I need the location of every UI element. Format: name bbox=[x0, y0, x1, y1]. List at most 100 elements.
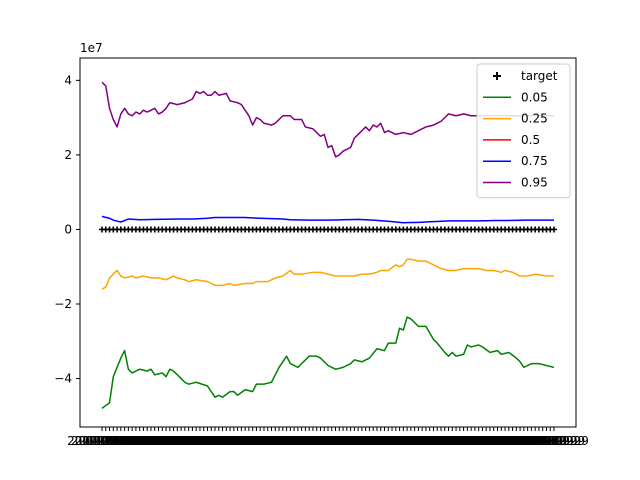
series-line-0-25 bbox=[101, 258, 554, 290]
x-tick-label: 2019-01-29 bbox=[353, 434, 423, 448]
x-tick-label: 2019-01-29 bbox=[282, 434, 352, 448]
x-tick-label: 2019-01-29 bbox=[142, 434, 212, 448]
x-tick-label: 2019-01-29 bbox=[444, 434, 514, 448]
x-tick-label: 2019-01-29 bbox=[357, 434, 427, 448]
x-tick-label: 2019-01-29 bbox=[319, 434, 389, 448]
x-tick-label: 2019-01-29 bbox=[297, 434, 367, 448]
x-tick-label: 2019-01-29 bbox=[255, 434, 325, 448]
x-tick-label: 2019-01-29 bbox=[414, 434, 484, 448]
x-tick-label: 2019-01-29 bbox=[497, 434, 567, 448]
y-axis: −4 −2 0 2 4 bbox=[54, 73, 80, 386]
x-tick-label: 2019-01-29 bbox=[470, 434, 540, 448]
y-tick-label: 2 bbox=[64, 148, 72, 162]
x-tick-label: 2019-01-29 bbox=[376, 434, 446, 448]
x-tick-label: 2019-01-29 bbox=[274, 434, 344, 448]
x-tick-label: 2019-01-29 bbox=[191, 434, 261, 448]
x-tick-label: 2019-01-29 bbox=[391, 434, 461, 448]
x-tick-label: 2019-01-29 bbox=[154, 434, 224, 448]
x-tick-label: 2019-01-29 bbox=[225, 434, 295, 448]
x-tick-label: 2019-01-29 bbox=[195, 434, 265, 448]
x-tick-label: 2019-01-29 bbox=[485, 434, 555, 448]
x-tick-label: 2019-01-29 bbox=[82, 434, 152, 448]
x-tick-label: 2019-01-29 bbox=[289, 434, 359, 448]
x-tick-label: 2019-01-29 bbox=[478, 434, 548, 448]
x-tick-label: 2019-01-29 bbox=[361, 434, 431, 448]
x-tick-label: 2019-01-29 bbox=[466, 434, 536, 448]
x-tick-label: 2019-01-29 bbox=[316, 434, 386, 448]
x-tick-label: 2019-01-29 bbox=[515, 434, 585, 448]
plot-frame bbox=[79, 57, 577, 428]
x-tick-label: 2019-01-29 bbox=[86, 434, 156, 448]
y-tick-label: −4 bbox=[54, 372, 72, 386]
x-tick-label: 2019-01-29 bbox=[131, 434, 201, 448]
x-tick-label: 2019-01-29 bbox=[489, 434, 559, 448]
x-tick-label: 2019-01-29 bbox=[463, 434, 533, 448]
x-tick-label: 2019-01-29 bbox=[169, 434, 239, 448]
x-tick-label: 2019-01-29 bbox=[399, 434, 469, 448]
x-tick-label: 2019-01-29 bbox=[161, 434, 231, 448]
legend: target 0.05 0.25 0.5 0.75 0.95 bbox=[476, 63, 571, 199]
x-tick-label: 2019-01-29 bbox=[135, 434, 205, 448]
legend-swatch-target bbox=[493, 72, 501, 80]
x-tick-label: 2019-01-29 bbox=[116, 434, 186, 448]
x-tick-label: 2019-01-29 bbox=[233, 434, 303, 448]
x-tick-label: 2019-01-29 bbox=[387, 434, 457, 448]
x-tick-label: 2019-01-29 bbox=[71, 434, 141, 448]
x-tick-label: 2019-01-29 bbox=[432, 434, 502, 448]
x-tick-label: 2019-01-29 bbox=[429, 434, 499, 448]
x-tick-label: 2019-01-29 bbox=[440, 434, 510, 448]
series-target-markers bbox=[99, 226, 557, 233]
x-tick-label: 2019-01-29 bbox=[176, 434, 246, 448]
x-tick-label: 2019-01-29 bbox=[188, 434, 258, 448]
x-tick-label: 2019-01-29 bbox=[342, 434, 412, 448]
x-tick-label: 2019-01-29 bbox=[180, 434, 250, 448]
x-tick-label: 2019-01-29 bbox=[139, 434, 209, 448]
x-tick-label: 2019-01-29 bbox=[436, 434, 506, 448]
series-line-0-05 bbox=[101, 316, 555, 409]
x-tick-label: 2019-01-29 bbox=[425, 434, 495, 448]
x-tick-label: 2019-01-29 bbox=[286, 434, 356, 448]
x-tick-label: 2019-01-29 bbox=[67, 434, 137, 448]
x-tick-label: 2019-01-29 bbox=[493, 434, 563, 448]
x-tick-label: 2019-01-29 bbox=[124, 434, 194, 448]
x-tick-label: 2019-01-29 bbox=[150, 434, 220, 448]
x-tick-label: 2019-01-29 bbox=[410, 434, 480, 448]
legend-label: 0.75 bbox=[521, 154, 548, 168]
x-tick-label: 2019-01-29 bbox=[105, 434, 175, 448]
x-tick-label: 2019-01-29 bbox=[304, 434, 374, 448]
x-tick-label: 2019-01-29 bbox=[158, 434, 228, 448]
x-tick-label: 2019-01-29 bbox=[78, 434, 148, 448]
x-tick-label: 2019-01-29 bbox=[519, 434, 589, 448]
x-tick-label: 2019-01-29 bbox=[206, 434, 276, 448]
x-tick-label: 2019-01-29 bbox=[448, 434, 518, 448]
x-tick-label: 2019-01-29 bbox=[184, 434, 254, 448]
x-tick-label: 2019-01-29 bbox=[474, 434, 544, 448]
legend-label: 0.5 bbox=[521, 133, 540, 147]
legend-label: target bbox=[521, 69, 558, 83]
y-tick-label: 0 bbox=[64, 222, 72, 236]
x-tick-label: 2019-01-29 bbox=[508, 434, 578, 448]
x-tick-label: 2019-01-29 bbox=[278, 434, 348, 448]
x-tick-label: 2019-01-29 bbox=[350, 434, 420, 448]
x-tick-label: 2019-01-29 bbox=[331, 434, 401, 448]
x-tick-label: 2019-01-29 bbox=[259, 434, 329, 448]
x-tick-label: 2019-01-29 bbox=[97, 434, 167, 448]
legend-label: 0.95 bbox=[521, 176, 548, 190]
x-tick-label: 2019-01-29 bbox=[109, 434, 179, 448]
x-tick-label: 2019-01-29 bbox=[120, 434, 190, 448]
x-tick-label: 2019-01-29 bbox=[481, 434, 551, 448]
x-tick-label: 2019-01-29 bbox=[146, 434, 216, 448]
x-tick-label: 2019-01-29 bbox=[165, 434, 235, 448]
y-tick-label: 4 bbox=[64, 73, 72, 87]
x-tick-label: 2019-01-29 bbox=[240, 434, 310, 448]
x-tick-label: 2019-01-29 bbox=[335, 434, 405, 448]
x-tick-label: 2019-01-29 bbox=[271, 434, 341, 448]
x-axis: 2019-01-292019-01-292019-01-292019-01-29… bbox=[67, 427, 589, 448]
x-tick-label: 2019-01-29 bbox=[173, 434, 243, 448]
x-tick-label: 2019-01-29 bbox=[459, 434, 529, 448]
x-tick-label: 2019-01-29 bbox=[248, 434, 318, 448]
x-tick-label: 2019-01-29 bbox=[380, 434, 450, 448]
x-tick-label: 2019-01-29 bbox=[406, 434, 476, 448]
x-tick-label: 2019-01-29 bbox=[504, 434, 574, 448]
